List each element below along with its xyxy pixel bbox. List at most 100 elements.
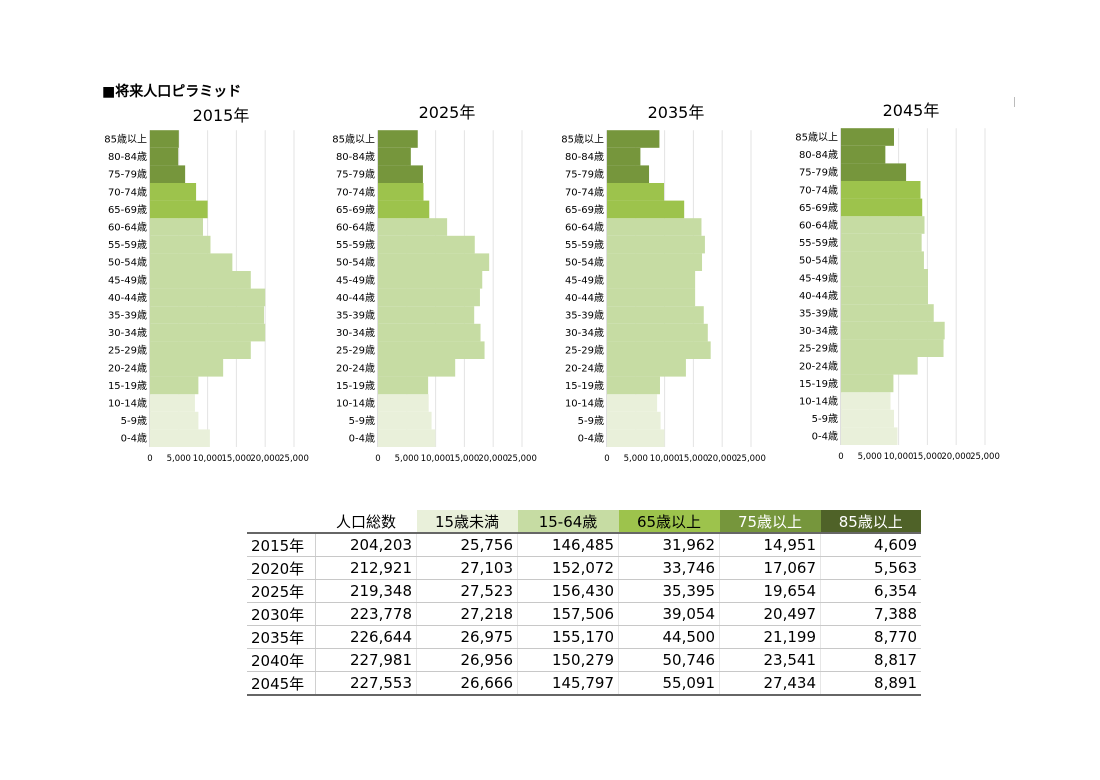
age-label: 45-49歳 xyxy=(799,272,838,284)
row-year: 2035年 xyxy=(247,625,316,649)
age-label: 15-19歳 xyxy=(336,380,375,392)
cell-value: 146,485 xyxy=(517,532,619,557)
cell-value: 212,921 xyxy=(315,556,417,580)
x-tick-label: 20,000 xyxy=(478,454,508,464)
pyramid-bar xyxy=(841,409,894,428)
age-label: 85歳以上 xyxy=(795,132,838,144)
age-label: 30-34歳 xyxy=(799,325,838,337)
age-label: 10-14歳 xyxy=(565,398,604,410)
pyramid-bar xyxy=(607,411,661,430)
pyramid-bar xyxy=(607,323,708,342)
age-label: 25-29歳 xyxy=(565,345,604,357)
age-label: 15-19歳 xyxy=(108,380,147,392)
cell-value: 4,609 xyxy=(820,532,921,557)
pyramid-bar xyxy=(841,286,928,305)
pyramid-bar xyxy=(378,394,429,412)
row-year: 2015年 xyxy=(247,532,316,557)
pyramid-bar xyxy=(607,235,705,254)
age-label: 25-29歳 xyxy=(108,345,147,357)
cell-value: 8,770 xyxy=(820,625,921,649)
age-label: 5-9歳 xyxy=(121,415,147,427)
age-label: 10-14歳 xyxy=(108,398,147,410)
cell-value: 156,430 xyxy=(517,579,619,603)
pyramid-bar xyxy=(378,323,481,342)
pyramid-bar xyxy=(841,128,894,146)
pyramid-bar xyxy=(607,394,658,412)
chart-title: 2025年 xyxy=(419,103,476,122)
age-label: 50-54歳 xyxy=(799,255,838,267)
pyramid-bar xyxy=(150,341,251,359)
age-label: 50-54歳 xyxy=(565,257,604,269)
cell-value: 157,506 xyxy=(517,602,619,626)
chart-title: 2015年 xyxy=(193,106,250,125)
pyramid-bar xyxy=(150,200,208,219)
pyramid-bar xyxy=(841,181,921,199)
age-label: 65-69歳 xyxy=(565,204,604,216)
age-label: 70-74歳 xyxy=(799,184,838,196)
table-row: 2040年 227,981 26,956 150,279 50,746 23,541 8,8… xyxy=(247,648,921,672)
x-tick-label: 0 xyxy=(147,454,152,464)
cell-value: 26,975 xyxy=(416,625,518,649)
row-year: 2020年 xyxy=(247,556,316,580)
age-label: 35-39歳 xyxy=(108,310,147,322)
x-tick-label: 0 xyxy=(838,452,843,462)
cell-value: 20,497 xyxy=(719,602,821,626)
cell-value: 19,654 xyxy=(719,579,821,603)
pyramid-bar xyxy=(841,427,898,445)
age-label: 55-59歳 xyxy=(565,239,604,251)
x-tick-label: 25,000 xyxy=(970,452,1000,462)
cell-value: 26,666 xyxy=(416,671,518,696)
pyramid-bar xyxy=(150,429,210,447)
cell-value: 27,218 xyxy=(416,602,518,626)
pyramid-bar xyxy=(841,269,928,287)
x-tick-label: 25,000 xyxy=(507,454,537,464)
cell-value: 27,103 xyxy=(416,556,518,580)
age-label: 35-39歳 xyxy=(799,308,838,320)
row-year: 2040年 xyxy=(247,648,316,672)
column-header: 65歳以上 xyxy=(618,510,720,533)
pyramid-bar xyxy=(607,359,686,377)
pyramid-bar xyxy=(841,251,924,269)
row-year: 2025年 xyxy=(247,579,316,603)
pyramid-bar xyxy=(841,339,944,357)
header-blank xyxy=(247,510,316,533)
cell-value: 150,279 xyxy=(517,648,619,672)
cell-value: 5,563 xyxy=(820,556,921,580)
age-label: 55-59歳 xyxy=(799,237,838,249)
pyramid-bar xyxy=(150,376,199,395)
column-header: 85歳以上 xyxy=(820,510,921,533)
cell-value: 55,091 xyxy=(618,671,720,696)
cell-value: 145,797 xyxy=(517,671,619,696)
age-label: 80-84歳 xyxy=(799,149,838,161)
cell-value: 7,388 xyxy=(820,602,921,626)
pyramid-bar xyxy=(607,200,685,219)
pyramid-bar xyxy=(378,306,475,324)
pyramid-bar xyxy=(378,165,423,183)
age-label: 75-79歳 xyxy=(565,169,604,181)
age-label: 75-79歳 xyxy=(336,169,375,181)
cell-value: 155,170 xyxy=(517,625,619,649)
pyramid-bar xyxy=(150,218,203,236)
pyramid-bar xyxy=(150,147,179,166)
table-body: 2015年 204,203 25,756 146,485 31,962 14,951 4,6… xyxy=(247,532,921,696)
x-tick-label: 10,000 xyxy=(193,454,223,464)
age-label: 15-19歳 xyxy=(799,378,838,390)
pyramid-bar xyxy=(150,253,233,271)
pyramid-bar xyxy=(841,304,934,322)
pyramid-bar xyxy=(150,130,179,148)
column-header: 15-64歳 xyxy=(517,510,619,533)
age-label: 80-84歳 xyxy=(108,151,147,163)
pyramid-bar xyxy=(841,374,894,393)
age-label: 10-14歳 xyxy=(336,398,375,410)
age-label: 5-9歳 xyxy=(578,415,604,427)
cell-value: 26,956 xyxy=(416,648,518,672)
cell-value: 226,644 xyxy=(315,625,417,649)
population-pyramids: 2015年 0-4歳 5-9歳 10-14歳 15-19歳 20-24歳 25-29歳 30-… xyxy=(104,101,1000,464)
age-label: 50-54歳 xyxy=(336,257,375,269)
age-label: 50-54歳 xyxy=(108,257,147,269)
pyramid-bar xyxy=(378,359,456,377)
page-heading: ■将来人口ピラミッド xyxy=(102,84,242,100)
cell-value: 227,981 xyxy=(315,648,417,672)
chart-title: 2035年 xyxy=(648,103,705,122)
pyramid-bar xyxy=(607,306,704,324)
